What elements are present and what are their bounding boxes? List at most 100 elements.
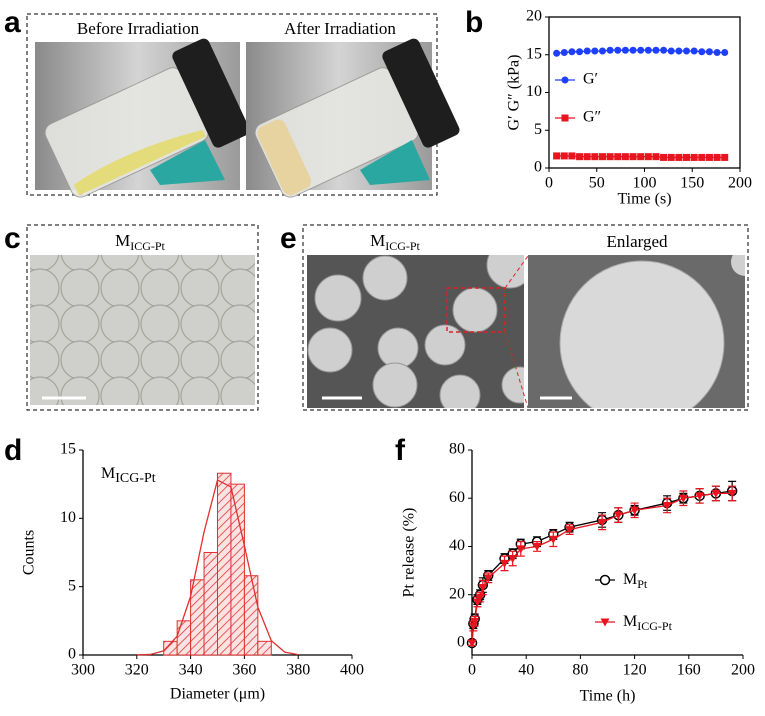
data-point (713, 48, 721, 56)
data-point (548, 535, 558, 544)
y-tick-label: 15 (60, 441, 76, 458)
caption: MICG-Pt (370, 231, 420, 253)
data-point (614, 46, 622, 54)
y-axis-label: Pt release (%) (401, 508, 418, 598)
data-point (683, 47, 691, 55)
data-point (597, 518, 607, 527)
caption: Enlarged (606, 232, 668, 251)
y-tick-label: 60 (449, 489, 465, 506)
x-tick-label: 200 (728, 175, 752, 192)
micrograph (30, 255, 255, 405)
data-point (598, 47, 606, 55)
data-point (568, 48, 576, 56)
x-tick-label: 40 (518, 662, 534, 679)
x-tick-label: 400 (340, 662, 364, 679)
histogram-bar (217, 472, 232, 656)
data-point (576, 48, 584, 56)
data-point (698, 153, 706, 161)
x-tick-label: 300 (71, 662, 95, 679)
data-point (483, 574, 493, 583)
data-point (727, 489, 737, 498)
legend-label: G″ (583, 109, 601, 126)
x-tick-label: 320 (125, 662, 149, 679)
y-tick-label: 20 (526, 8, 542, 25)
data-point (478, 583, 488, 592)
data-point (508, 555, 518, 564)
histogram-bar (176, 620, 192, 656)
data-point (500, 559, 510, 568)
data-point (683, 153, 691, 161)
data-point (553, 49, 561, 57)
sem-image (528, 255, 745, 408)
data-point (606, 46, 614, 54)
data-point (560, 48, 568, 56)
y-tick-label: 0 (68, 646, 76, 663)
panel-label: d (4, 434, 22, 467)
data-point (713, 153, 721, 161)
data-point (591, 47, 599, 55)
data-point (470, 617, 480, 626)
data-point (467, 639, 477, 648)
x-tick-label: 80 (572, 662, 588, 679)
caption: Before Irradiation (77, 19, 200, 38)
x-tick-label: 340 (179, 662, 203, 679)
data-point (705, 48, 713, 56)
y-tick-label: 0 (457, 634, 465, 651)
data-point (678, 494, 688, 503)
histogram-bar (230, 483, 245, 656)
x-axis-label: Diameter (μm) (170, 686, 265, 703)
sub-label: MICG-Pt (623, 613, 673, 633)
data-point (675, 153, 683, 161)
data-point (613, 511, 623, 520)
y-axis-label: Counts (21, 530, 38, 575)
data-point (583, 153, 591, 161)
data-point (660, 46, 668, 54)
data-point (675, 47, 683, 55)
data-point (711, 489, 721, 498)
zoom-line (504, 331, 529, 409)
x-axis-label: Time (s) (617, 191, 671, 208)
data-point (721, 48, 729, 56)
photo (35, 38, 460, 198)
fit-curve (136, 479, 299, 656)
x-tick-label: 0 (468, 662, 476, 679)
data-point (583, 47, 591, 55)
data-point (667, 47, 675, 55)
x-axis-label: Time (h) (580, 688, 636, 705)
sub-label: MICG-Pt (101, 465, 156, 487)
x-tick-label: 360 (232, 662, 256, 679)
caption: MICG-Pt (115, 231, 165, 253)
y-tick-label: 10 (60, 509, 76, 526)
panel-label: e (280, 222, 297, 255)
data-point (705, 153, 713, 161)
panel-label: f (395, 434, 406, 467)
data-point (553, 152, 561, 160)
histogram-bar (243, 575, 259, 656)
legend-marker (599, 574, 611, 586)
panel-label: a (4, 6, 21, 39)
caption: After Irradiation (284, 19, 396, 38)
y-tick-label: 15 (526, 45, 542, 62)
data-point (662, 501, 672, 510)
data-point (629, 46, 637, 54)
y-tick-label: 80 (449, 441, 465, 458)
data-point (629, 153, 637, 161)
data-point (560, 152, 568, 160)
histogram-bar (203, 552, 219, 656)
data-point (667, 153, 675, 161)
data-point (630, 506, 640, 515)
data-point (721, 153, 729, 161)
data-point (637, 153, 645, 161)
data-point (637, 46, 645, 54)
y-axis-label: G′ G″ (kPa) (506, 55, 523, 131)
panel-label: c (4, 222, 21, 255)
y-tick-label: 40 (449, 537, 465, 554)
data-point (606, 153, 614, 161)
legend-marker (561, 114, 569, 122)
data-point (576, 153, 584, 161)
data-point (614, 153, 622, 161)
data-point (475, 593, 485, 602)
data-point (598, 153, 606, 161)
x-tick-label: 120 (623, 662, 647, 679)
y-tick-label: 10 (526, 83, 542, 100)
